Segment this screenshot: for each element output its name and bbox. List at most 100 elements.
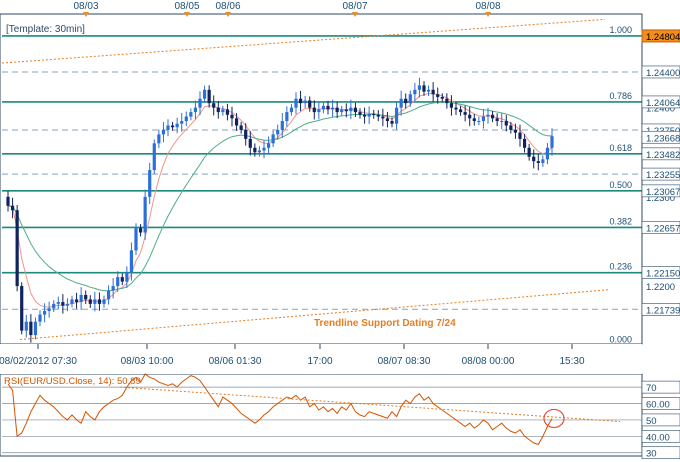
candle-up	[125, 272, 129, 282]
x-tick-label: 08/02/2012 07:30	[0, 356, 77, 367]
candle-up	[399, 98, 403, 108]
fib-level-label: 0.500	[609, 180, 632, 190]
price-box-label: 1.23668	[646, 133, 680, 144]
price-box-label: 1.23482	[646, 150, 680, 161]
candle-down	[385, 118, 390, 122]
rsi-tick-box	[641, 413, 680, 427]
rsi-panel: 70 60.00 50 40.00 30	[2, 373, 680, 460]
fib-level-label: 1.000	[609, 25, 632, 35]
price-box-label: 1.22150	[646, 269, 680, 280]
candle-down	[440, 96, 444, 99]
candle-up	[367, 113, 371, 117]
price-box-label: 1.24804	[646, 32, 680, 43]
candle-up	[129, 250, 134, 273]
candle-up	[180, 121, 184, 124]
candle-down	[253, 147, 257, 153]
candle-down	[230, 114, 234, 119]
fib-level-label: 0.618	[609, 143, 632, 153]
candle-down	[495, 118, 499, 122]
date-marker-arrow	[184, 12, 190, 17]
candle-down	[353, 107, 358, 113]
candle-down	[138, 228, 143, 233]
rsi-tick-label: 30	[646, 449, 657, 460]
candle-down	[404, 98, 408, 104]
price-box-highlight	[641, 29, 680, 43]
rsi-tick-label: 60.00	[646, 400, 670, 411]
candle-down	[88, 299, 92, 304]
x-tick-label: 08/03 10:00	[121, 356, 174, 367]
candle-up	[317, 109, 321, 113]
candle-up	[152, 143, 156, 171]
candle-up	[65, 303, 70, 306]
rsi-tick-label: 50	[646, 416, 657, 427]
trendline-annotation: Trendline Support Dating 7/24	[314, 318, 456, 329]
candles	[6, 77, 554, 343]
candle-down	[532, 156, 536, 162]
top-date-markers: 08/03 08/05 08/06 08/07 08/08	[73, 1, 501, 17]
candle-down	[225, 109, 230, 115]
price-tick-label: 1.2200	[646, 282, 675, 293]
ema-slow-line	[7, 101, 553, 292]
candle-up	[111, 286, 115, 291]
candle-down	[344, 109, 348, 112]
price-box	[641, 167, 680, 181]
candle-up	[303, 100, 307, 104]
candle-down	[463, 112, 467, 115]
candle-up	[79, 294, 83, 303]
candle-up	[157, 134, 161, 144]
candle-down	[244, 129, 248, 139]
candle-up	[70, 299, 74, 304]
fib-level-label: 0.382	[609, 216, 632, 226]
top-date-label: 08/06	[215, 1, 240, 12]
price-box	[641, 266, 680, 279]
candle-down	[458, 109, 463, 113]
candle-up	[38, 314, 42, 322]
candle-up	[394, 107, 399, 124]
candle-up	[33, 321, 38, 336]
candle-down	[239, 125, 243, 130]
candle-up	[271, 134, 275, 144]
candle-up	[116, 277, 120, 287]
rsi-tick-box	[641, 446, 680, 460]
top-date-label: 08/03	[73, 1, 98, 12]
candle-up	[285, 112, 289, 122]
date-marker-arrow	[352, 12, 358, 17]
candle-down	[454, 107, 458, 110]
price-box-label: 1.21739	[646, 305, 680, 316]
candle-up	[134, 228, 138, 251]
candle-down	[513, 129, 518, 133]
candle-down	[74, 299, 79, 303]
candle-up	[486, 114, 490, 117]
candle-up	[426, 89, 431, 92]
candle-up	[294, 98, 298, 108]
candle-up	[408, 94, 412, 104]
candle-up	[106, 290, 111, 300]
price-box	[641, 147, 680, 161]
fib-level-label: 0.236	[609, 262, 632, 272]
candle-down	[335, 107, 339, 113]
candle-up	[161, 129, 166, 135]
price-tick-label: 1.2400	[646, 104, 675, 115]
candle-down	[472, 118, 476, 122]
x-tick-label: 08/08 00:00	[462, 356, 515, 367]
candle-down	[216, 107, 220, 113]
rsi-tick-box	[641, 380, 680, 394]
candle-down	[20, 286, 24, 331]
rsi-tick-label: 40.00	[646, 432, 670, 443]
price-box	[641, 303, 680, 316]
candle-down	[170, 125, 175, 128]
candle-up	[257, 150, 262, 153]
candle-up	[417, 85, 422, 90]
candle-down	[326, 105, 330, 110]
candle-up	[289, 107, 294, 113]
rsi-highlight-circle	[543, 408, 565, 429]
candle-up	[276, 129, 280, 135]
candle-down	[436, 94, 440, 97]
date-marker-arrow	[485, 12, 491, 17]
candle-down	[390, 121, 394, 124]
candle-up	[193, 107, 198, 113]
candle-down	[97, 299, 102, 304]
candle-up	[148, 170, 152, 197]
candle-down	[376, 114, 380, 117]
